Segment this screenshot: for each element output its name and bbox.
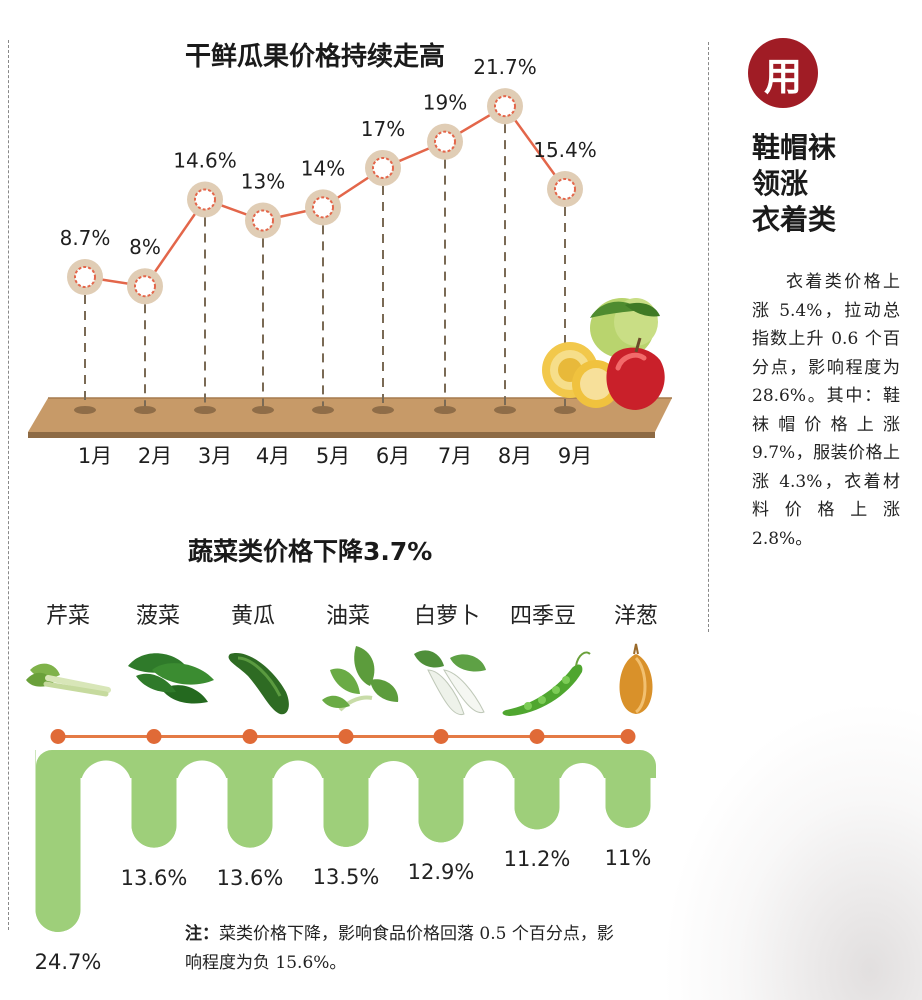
side-headline-line: 衣着类	[752, 203, 837, 236]
celery-icon	[26, 663, 111, 697]
x-tick-label: 9月	[558, 444, 592, 468]
shelf-hole	[554, 406, 576, 414]
connector-dot	[50, 729, 66, 744]
rapeseed-greens-icon	[322, 646, 399, 712]
note-text: 菜类价格下降，影响食品价格回落 0.5 个百分点，影响程度为负 15.6%。	[185, 924, 614, 973]
x-tick-label: 5月	[316, 444, 350, 468]
x-tick-label: 1月	[78, 444, 112, 468]
veg-name-onion: 洋葱	[613, 604, 659, 629]
data-point	[194, 188, 216, 211]
left-dashed-divider	[8, 40, 9, 930]
x-tick-label: 7月	[438, 444, 472, 468]
connector-dot	[529, 729, 545, 744]
connector-dot	[338, 729, 354, 744]
bar-value-label: 13.6%	[120, 865, 188, 890]
data-point	[494, 95, 516, 118]
x-tick-label: 2月	[138, 444, 172, 468]
side-headline-line: 鞋帽袜	[752, 131, 837, 164]
data-label: 17%	[361, 117, 405, 141]
veg-name-beans: 四季豆	[509, 604, 577, 629]
bar-value-label: 24.7%	[34, 950, 102, 974]
category-badge: 用	[748, 38, 818, 108]
side-headline-line: 领涨	[752, 167, 809, 200]
shelf-hole	[252, 406, 274, 414]
bar-stem	[418, 770, 464, 843]
veg-name-cucumber: 黄瓜	[230, 604, 276, 629]
bar-stem	[605, 770, 651, 828]
fruit-illustration	[542, 298, 665, 410]
data-label: 13%	[241, 169, 285, 193]
bar-value-label: 11.2%	[503, 847, 571, 872]
data-point	[554, 177, 576, 200]
bar-gap	[80, 760, 132, 1000]
bar-gap	[559, 763, 606, 1000]
connector-dot	[433, 729, 449, 744]
x-tick-label: 8月	[498, 444, 532, 468]
band-corner	[36, 750, 52, 766]
bar-stem	[131, 770, 177, 848]
wooden-shelf	[28, 397, 672, 438]
data-point	[74, 266, 96, 288]
shelf-hole	[372, 406, 394, 414]
veg-name-celery: 芹菜	[45, 604, 91, 629]
fruit-chart-title: 干鲜瓜果价格持续走高	[185, 42, 446, 72]
data-label: 21.7%	[473, 55, 537, 79]
green-bean-icon	[502, 651, 591, 716]
bar-gap	[272, 760, 324, 1000]
radish-icon	[414, 650, 486, 716]
shelf-hole	[494, 406, 516, 414]
bar-value-label: 13.6%	[216, 865, 284, 890]
bar-gap	[463, 760, 515, 1000]
bar-stem	[35, 770, 81, 932]
x-tick-label: 3月	[198, 444, 232, 468]
footnote: 注：菜类价格下降，影响食品价格回落 0.5 个百分点，影响程度为负 15.6%。	[185, 920, 625, 978]
bar-gap	[176, 760, 228, 1000]
bar-stem	[514, 770, 560, 830]
data-label: 14.6%	[173, 148, 237, 172]
connector-dot	[146, 729, 162, 744]
shelf-hole	[434, 406, 456, 414]
vegetable-bar-chart	[35, 750, 656, 1000]
data-label: 15.4%	[533, 138, 597, 162]
shelf-hole	[312, 406, 334, 414]
shelf-hole	[74, 406, 96, 414]
data-label: 8.7%	[60, 226, 111, 250]
bar-gap	[368, 760, 419, 1000]
bar-stem	[323, 770, 369, 847]
data-point	[434, 130, 456, 153]
veg-name-rapeseed: 油菜	[325, 604, 371, 629]
shelf-hole	[194, 406, 216, 414]
band-corner	[640, 750, 656, 766]
data-label: 8%	[129, 235, 161, 259]
connector-dot	[620, 729, 636, 744]
data-label: 19%	[423, 91, 467, 115]
shelf-hole	[134, 406, 156, 414]
vegetable-chart-title: 蔬菜类价格下降3.7%	[188, 537, 433, 566]
veg-name-radish: 白萝卜	[413, 604, 481, 629]
bar-value-label: 12.9%	[407, 860, 475, 885]
spinach-icon	[128, 653, 214, 704]
veg-name-spinach: 菠菜	[135, 604, 181, 629]
bar-value-label: 13.5%	[312, 864, 380, 889]
fruit-price-line-chart: 8.7% 8% 14.6%13% 14% 17% 19%21.7% 15.4% 1月 2月 3月…	[28, 55, 672, 468]
side-headline: 鞋帽袜 领涨 衣着类	[752, 130, 836, 238]
onion-icon	[619, 643, 653, 714]
ink-wash-decoration	[662, 700, 922, 1000]
bar-value-label: 11%	[604, 845, 652, 870]
data-point	[372, 156, 394, 179]
side-body-text: 衣着类价格上涨 5.4%，拉动总指数上升 0.6 个百分点，影响程度为 28.6…	[752, 272, 900, 549]
x-tick-label: 6月	[376, 444, 410, 468]
right-dashed-divider	[708, 42, 709, 632]
data-point	[312, 196, 334, 219]
note-label: 注：	[185, 924, 219, 944]
x-tick-label: 4月	[256, 444, 290, 468]
bar-stem	[227, 770, 273, 848]
data-point	[252, 209, 274, 232]
data-point	[134, 275, 156, 298]
cucumber-icon	[228, 652, 289, 715]
data-label: 14%	[301, 156, 345, 180]
connector-dot	[242, 729, 258, 744]
